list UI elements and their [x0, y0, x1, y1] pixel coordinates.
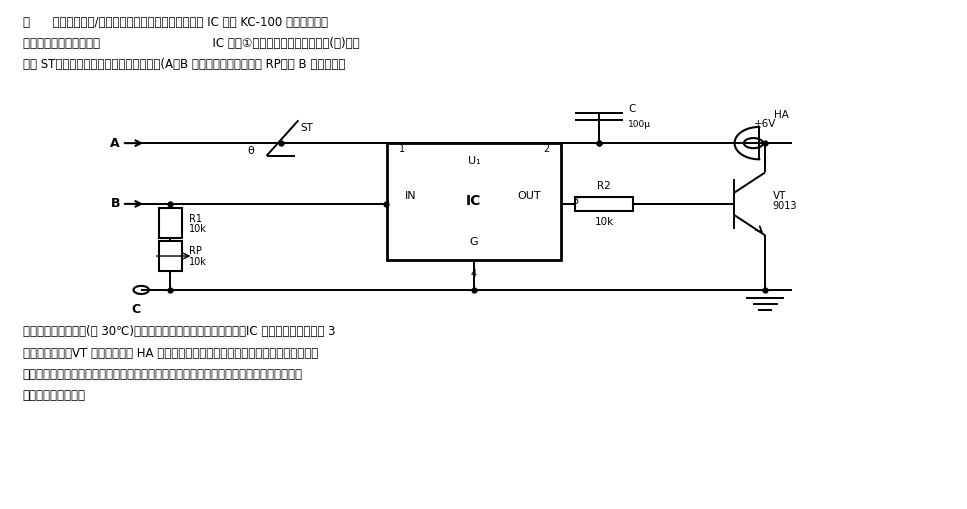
Text: 1: 1: [398, 144, 404, 154]
Bar: [159, 208, 182, 238]
Text: +6V: +6V: [754, 119, 777, 129]
Text: R2: R2: [598, 181, 611, 191]
Text: θ: θ: [248, 146, 254, 156]
Text: ST: ST: [301, 123, 313, 133]
Text: B: B: [110, 197, 120, 210]
Text: VT: VT: [773, 191, 786, 201]
Bar: [387, 143, 561, 260]
Text: 9013: 9013: [773, 202, 797, 211]
Text: 4: 4: [471, 269, 477, 278]
Text: A: A: [110, 136, 120, 150]
Text: 功耗数字运算放大电路，                              IC 的第①脚为信号输入端，外接温(湿)度传: 功耗数字运算放大电路， IC 的第①脚为信号输入端，外接温(湿)度传: [22, 37, 359, 50]
Text: R1: R1: [190, 214, 202, 223]
Text: 10k: 10k: [595, 217, 614, 227]
Text: 100μ: 100μ: [629, 120, 651, 129]
Text: 10k: 10k: [190, 257, 207, 267]
Text: 10k: 10k: [190, 224, 207, 234]
Text: 风降温措施。同样，如果采用湿度传感器时，首先要设定湿度值，待大棚内湿度达到设定值: 风降温措施。同样，如果采用湿度传感器时，首先要设定湿度值，待大棚内湿度达到设定值: [22, 368, 303, 381]
Text: 3: 3: [572, 196, 578, 206]
Text: C: C: [132, 302, 141, 316]
Text: OUT: OUT: [517, 191, 542, 201]
Text: 2: 2: [543, 144, 549, 154]
Text: U₁: U₁: [468, 156, 481, 166]
Text: IC: IC: [466, 194, 482, 208]
Text: RP: RP: [190, 246, 202, 257]
Text: IN: IN: [404, 191, 416, 201]
Text: 时，电路立即报警。: 时，电路立即报警。: [22, 389, 86, 402]
Bar: [575, 197, 633, 211]
Bar: [159, 241, 182, 271]
Text: HA: HA: [774, 110, 789, 120]
Text: G: G: [470, 237, 478, 247]
Text: 感器 ST。我们设定电路外接为温度传感器(A、B 之间），调节微调电阻 RP，使 B 点电位调整: 感器 ST。我们设定电路外接为温度传感器(A、B 之间），调节微调电阻 RP，使…: [22, 58, 345, 71]
Text: 脚输出高电位，VT 导通，蜂鸣器 HA 发出报警信号，说明温度已达到设定值，应该采取通: 脚输出高电位，VT 导通，蜂鸣器 HA 发出报警信号，说明温度已达到设定值，应该…: [22, 347, 318, 360]
Text: C: C: [629, 104, 635, 114]
Text: 图      是塑料大棚温/湿度自动控制电路原理图。图中的 IC 采用 KC-100 型高精度、低: 图 是塑料大棚温/湿度自动控制电路原理图。图中的 IC 采用 KC-100 型高…: [22, 16, 328, 29]
Text: 在设定温度时的数值(如 30℃)，当大棚内温度上升到设定温度时，IC 电路自动识别，使第 3: 在设定温度时的数值(如 30℃)，当大棚内温度上升到设定温度时，IC 电路自动识…: [22, 325, 336, 338]
